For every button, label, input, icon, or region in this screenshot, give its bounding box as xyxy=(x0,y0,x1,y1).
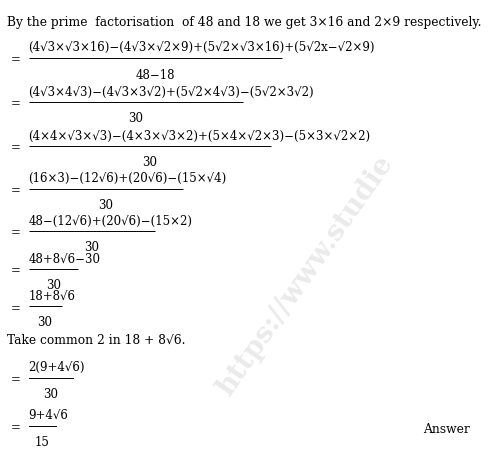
Text: 18+8√6: 18+8√6 xyxy=(29,290,76,303)
Text: 30: 30 xyxy=(37,316,53,329)
Text: 30: 30 xyxy=(46,279,61,292)
Text: =: = xyxy=(11,373,21,386)
Text: 30: 30 xyxy=(98,199,113,211)
Text: 48+8√6−30: 48+8√6−30 xyxy=(29,253,100,266)
Text: (4×4×√3×√3)−(4×3×√3×2)+(5×4×√2×3)−(5×3×√2×2): (4×4×√3×√3)−(4×3×√3×2)+(5×4×√2×3)−(5×3×√… xyxy=(29,130,370,142)
Text: =: = xyxy=(11,421,21,434)
Text: 48−18: 48−18 xyxy=(135,69,175,82)
Text: 9+4√6: 9+4√6 xyxy=(29,409,68,422)
Text: =: = xyxy=(11,141,21,154)
Text: By the prime  factorisation  of 48 and 18 we get 3×16 and 2×9 respectively.: By the prime factorisation of 48 and 18 … xyxy=(7,16,482,29)
Text: =: = xyxy=(11,226,21,239)
Text: (16×3)−(12√6)+(20√6)−(15×√4): (16×3)−(12√6)+(20√6)−(15×√4) xyxy=(29,172,227,185)
Text: 15: 15 xyxy=(35,436,50,449)
Text: 2(9+4√6): 2(9+4√6) xyxy=(29,361,85,374)
Text: =: = xyxy=(11,264,21,277)
Text: =: = xyxy=(11,97,21,111)
Text: (4√3×√3×16)−(4√3×√2×9)+(5√2×√3×16)+(5√2x−√2×9): (4√3×√3×16)−(4√3×√2×9)+(5√2×√3×16)+(5√2x… xyxy=(29,41,375,54)
Text: 48−(12√6)+(20√6)−(15×2): 48−(12√6)+(20√6)−(15×2) xyxy=(29,215,192,228)
Text: (4√3×4√3)−(4√3×3√2)+(5√2×4√3)−(5√2×3√2): (4√3×4√3)−(4√3×3√2)+(5√2×4√3)−(5√2×3√2) xyxy=(29,86,314,99)
Text: Answer: Answer xyxy=(423,423,470,437)
Text: =: = xyxy=(11,54,21,67)
Text: =: = xyxy=(11,184,21,197)
Text: 30: 30 xyxy=(43,388,58,400)
Text: 30: 30 xyxy=(142,156,157,169)
Text: 30: 30 xyxy=(84,241,99,254)
Text: =: = xyxy=(11,302,21,315)
Text: 30: 30 xyxy=(128,112,143,125)
Text: https://www.studie: https://www.studie xyxy=(212,151,398,400)
Text: Take common 2 in 18 + 8√6.: Take common 2 in 18 + 8√6. xyxy=(7,334,186,347)
